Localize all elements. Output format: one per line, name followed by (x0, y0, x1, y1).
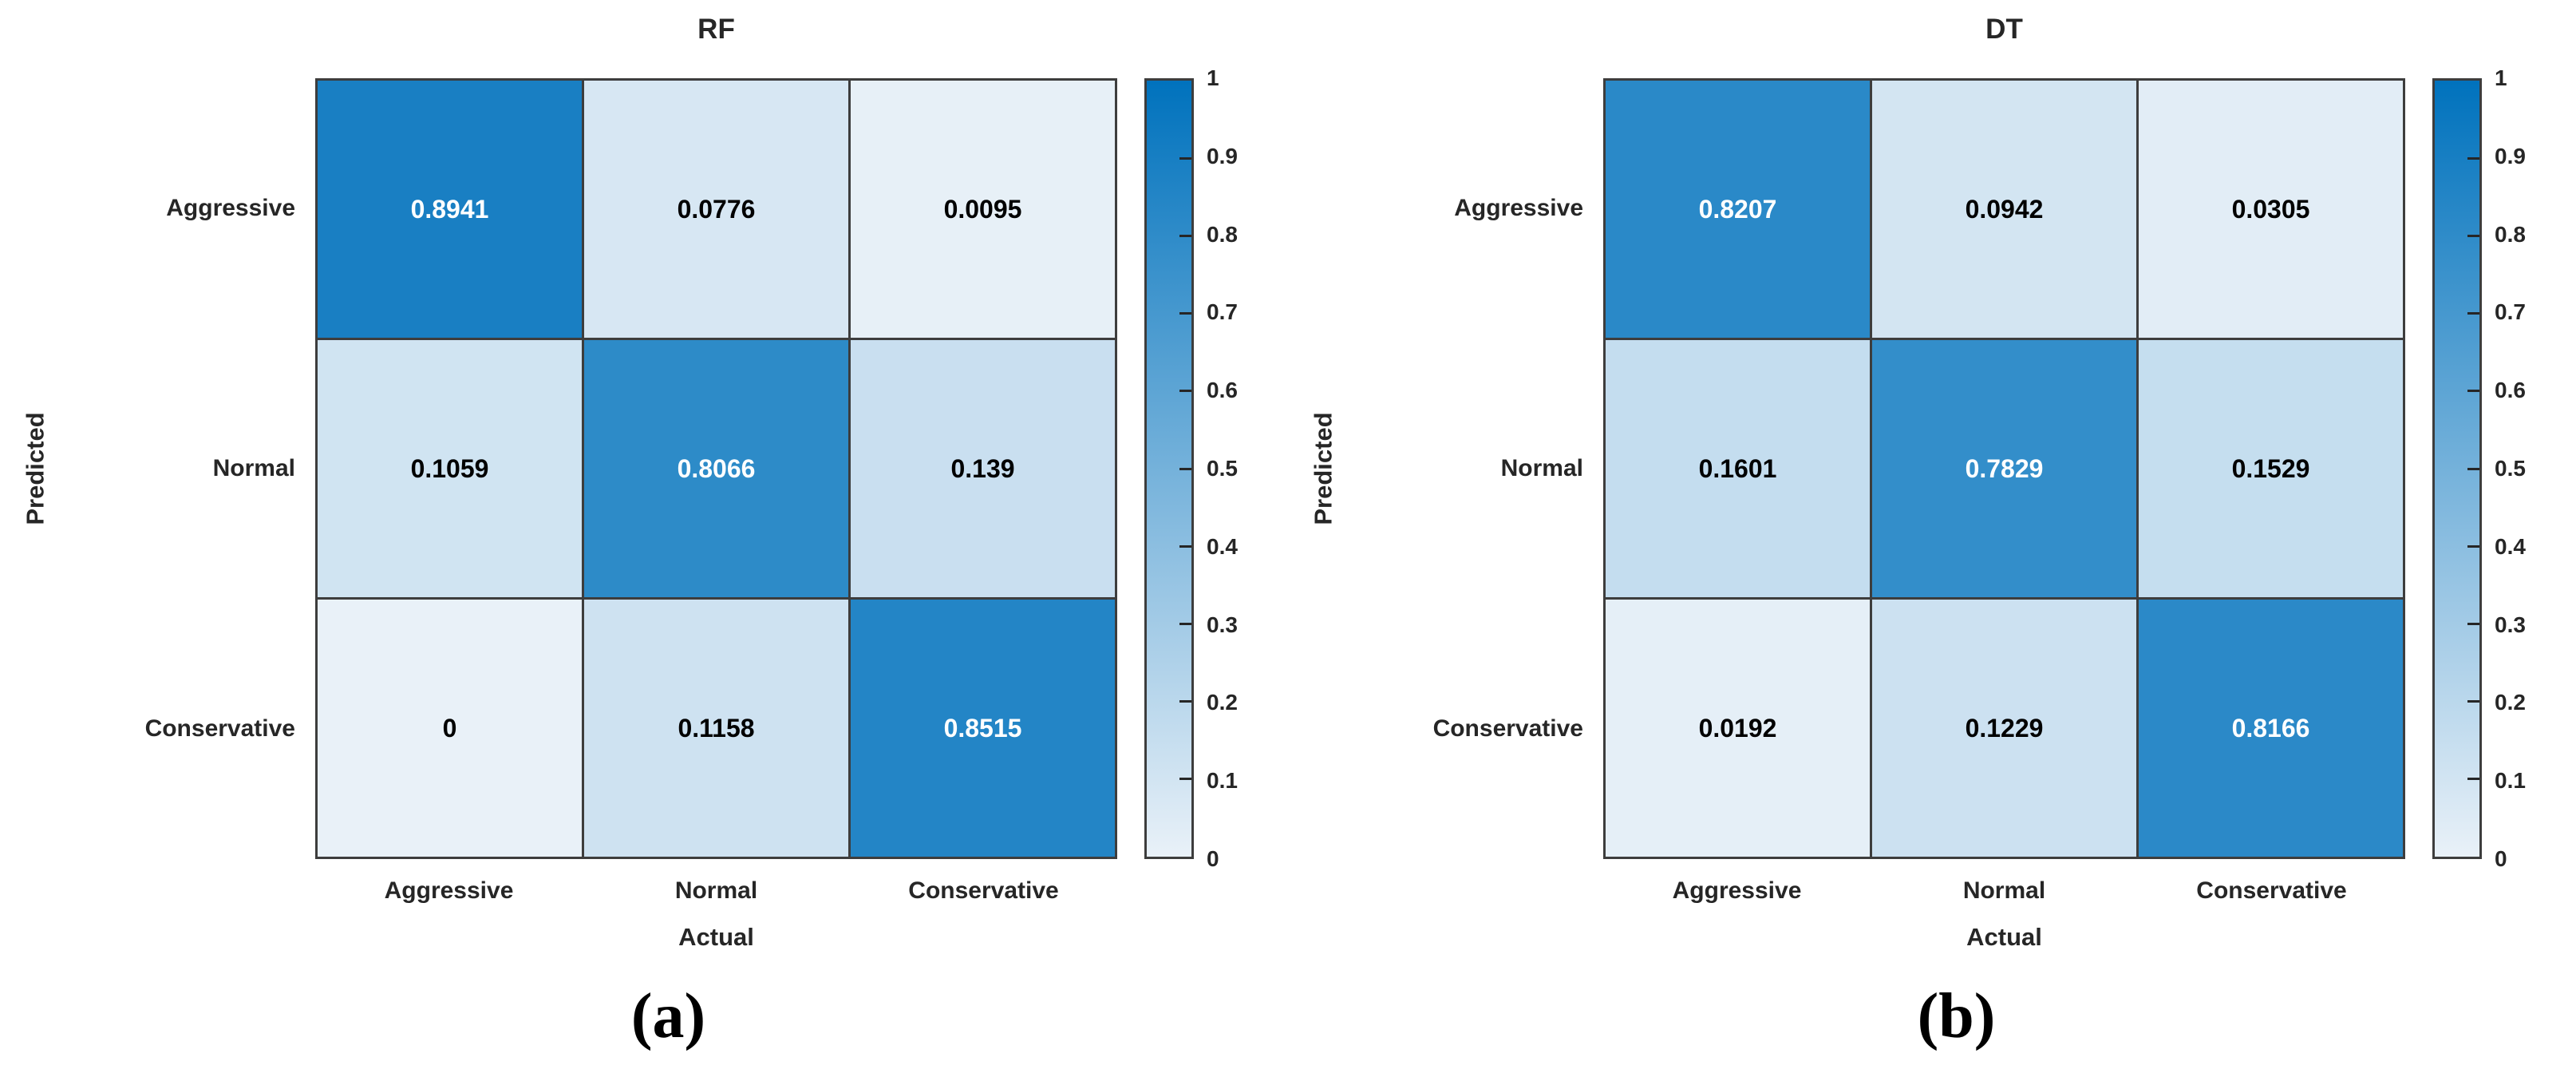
y-tick-label: Aggressive (1454, 195, 1583, 221)
heatmap-cell: 0.8207 (1606, 81, 1870, 338)
confusion-matrix-panel-rf: RF Predicted Aggressive Normal Conservativ… (22, 14, 1286, 1051)
colorbar-tick-label: 0.4 (2495, 533, 2526, 559)
subfigure-caption: (b) (1917, 981, 1996, 1051)
heatmap-cell: 0.8166 (2139, 600, 2403, 857)
x-tick-label: Aggressive (384, 877, 514, 904)
heatmap-grid: 0.8207 0.0942 0.0305 0.1601 0.7829 0.1529 0.01… (1603, 78, 2405, 859)
x-tick-label: Conservative (908, 877, 1059, 904)
heatmap-cell: 0.8515 (851, 600, 1115, 857)
colorbar-tick (2467, 778, 2479, 781)
colorbar-tick (2467, 234, 2479, 237)
chart-title: DT (1985, 14, 2023, 45)
colorbar (1144, 78, 1194, 859)
colorbar-tick-label: 0.2 (2495, 690, 2526, 715)
y-tick-label: Conservative (144, 715, 295, 742)
heatmap-cell: 0.1059 (318, 340, 582, 597)
y-tick-label: Normal (212, 455, 295, 481)
y-tick-labels: Aggressive Normal Conservative (56, 78, 295, 859)
colorbar-tick (1179, 156, 1191, 160)
x-axis-label: Actual (1966, 923, 2042, 951)
colorbar-tick-label: 0.3 (1207, 612, 1238, 637)
x-tick-label: Normal (674, 877, 758, 904)
colorbar-tick-label: 0.2 (1207, 690, 1238, 715)
colorbar-tick-label: 0.3 (2495, 612, 2526, 637)
heatmap-cell: 0.139 (851, 340, 1115, 597)
heatmap-cell: 0.1601 (1606, 340, 1870, 597)
y-tick-label: Aggressive (166, 195, 295, 221)
colorbar-tick-label: 0.8 (1207, 221, 1238, 247)
colorbar-tick-label: 0.4 (1207, 533, 1238, 559)
heatmap-cell: 0.0776 (584, 81, 848, 338)
colorbar-tick-label: 0 (2495, 846, 2507, 871)
colorbar-tick (2467, 312, 2479, 315)
colorbar-tick (2467, 700, 2479, 703)
y-tick-label: Conservative (1432, 715, 1583, 742)
colorbar-tick-label: 0.1 (1207, 768, 1238, 794)
colorbar-tick-label: 0.7 (1207, 299, 1238, 325)
y-axis-label-text: Predicted (22, 412, 49, 525)
heatmap-cell: 0.1529 (2139, 340, 2403, 597)
colorbar-tick (2467, 467, 2479, 470)
heatmap-cell: 0.0305 (2139, 81, 2403, 338)
colorbar-tick (1179, 467, 1191, 470)
x-tick-label: Conservative (2196, 877, 2347, 904)
heatmap-cell: 0.8066 (584, 340, 848, 597)
x-axis-label: Actual (678, 923, 754, 951)
x-tick-label: Normal (1962, 877, 2046, 904)
heatmap-cell: 0.0942 (1872, 81, 2136, 338)
heatmap-cell: 0.1229 (1872, 600, 2136, 857)
heatmap-cell: 0.7829 (1872, 340, 2136, 597)
chart-title: RF (697, 14, 735, 45)
colorbar-tick (2467, 390, 2479, 393)
colorbar-tick-label: 1 (1207, 65, 1219, 90)
colorbar-tick-label: 1 (2495, 65, 2507, 90)
colorbar-tick-label: 0.8 (2495, 221, 2526, 247)
colorbar-tick-label: 0.6 (2495, 378, 2526, 403)
x-tick-label: Aggressive (1672, 877, 1802, 904)
colorbar-tick (1179, 544, 1191, 548)
colorbar-tick (2467, 622, 2479, 625)
heatmap-cell: 0.0192 (1606, 600, 1870, 857)
heatmap-cell: 0.0095 (851, 81, 1115, 338)
colorbar-tick-label: 0.9 (1207, 143, 1238, 168)
y-tick-label: Normal (1500, 455, 1583, 481)
colorbar-tick (1179, 312, 1191, 315)
colorbar-tick-label: 0 (1207, 846, 1219, 871)
x-tick-labels: Aggressive Normal Conservative (315, 873, 1117, 909)
colorbar-tick-label: 0.9 (2495, 143, 2526, 168)
heatmap-grid: 0.8941 0.0776 0.0095 0.1059 0.8066 0.139 0 0.11… (315, 78, 1117, 859)
colorbar-tick-label: 0.7 (2495, 299, 2526, 325)
colorbar-tick-label: 0.1 (2495, 768, 2526, 794)
colorbar-tick-labels: 0 0.1 0.2 0.3 0.4 0.5 0.6 0.7 0.8 0.9 1 (1207, 66, 1286, 871)
colorbar-tick (1179, 700, 1191, 703)
colorbar-tick (1179, 234, 1191, 237)
y-tick-labels: Aggressive Normal Conservative (1344, 78, 1583, 859)
colorbar (2432, 78, 2482, 859)
colorbar-tick (1179, 390, 1191, 393)
colorbar-tick (1179, 622, 1191, 625)
heatmap-cell: 0.1158 (584, 600, 848, 857)
heatmap-cell: 0.8941 (318, 81, 582, 338)
x-tick-labels: Aggressive Normal Conservative (1603, 873, 2405, 909)
colorbar-tick (1179, 778, 1191, 781)
confusion-matrix-panel-dt: DT Predicted Aggressive Normal Conservativ… (1288, 0, 2576, 1085)
colorbar-tick-label: 0.5 (1207, 456, 1238, 481)
y-axis-label-text: Predicted (1310, 412, 1337, 525)
colorbar-tick (2467, 156, 2479, 160)
subfigure-caption: (a) (630, 981, 706, 1051)
colorbar-tick-labels: 0 0.1 0.2 0.3 0.4 0.5 0.6 0.7 0.8 0.9 1 (2495, 66, 2574, 871)
colorbar-tick-label: 0.5 (2495, 456, 2526, 481)
colorbar-tick-label: 0.6 (1207, 378, 1238, 403)
heatmap-cell: 0 (318, 600, 582, 857)
colorbar-tick (2467, 544, 2479, 548)
